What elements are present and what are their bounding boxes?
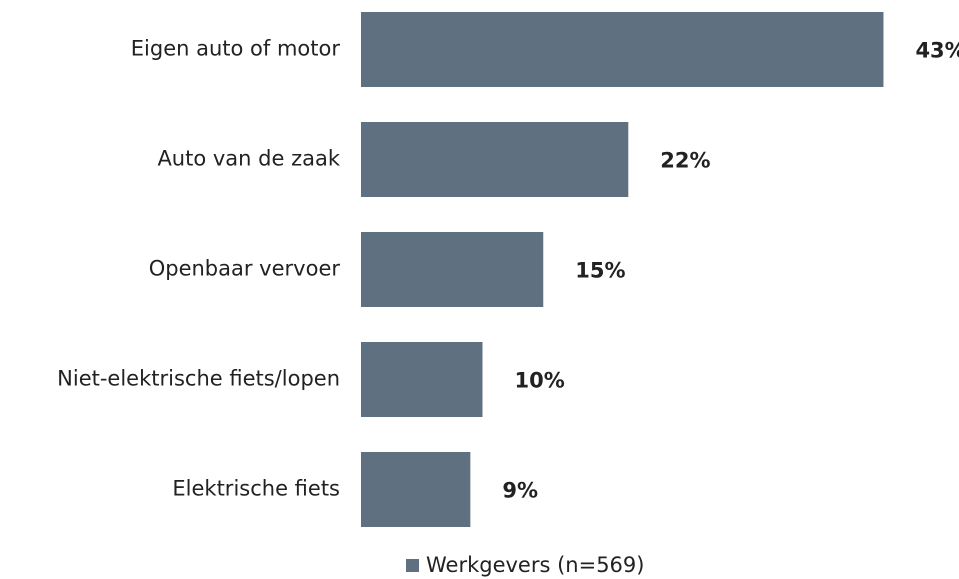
category-label: Elektrische fiets (172, 477, 340, 501)
bar (361, 232, 544, 307)
legend-swatch (406, 559, 419, 572)
value-label: 9% (502, 479, 538, 503)
value-label: 15% (575, 259, 625, 283)
value-label: 43% (915, 39, 959, 63)
bar (361, 122, 629, 197)
legend-label: Werkgevers (n=569) (426, 553, 644, 577)
value-label: 10% (515, 369, 565, 393)
category-label: Openbaar vervoer (149, 257, 341, 281)
bar (361, 452, 471, 527)
value-label: 22% (660, 149, 710, 173)
bar (361, 12, 884, 87)
category-label: Eigen auto of motor (131, 37, 341, 61)
bar (361, 342, 483, 417)
category-label: Niet-elektrische fiets/lopen (57, 367, 340, 391)
category-label: Auto van de zaak (157, 147, 340, 171)
